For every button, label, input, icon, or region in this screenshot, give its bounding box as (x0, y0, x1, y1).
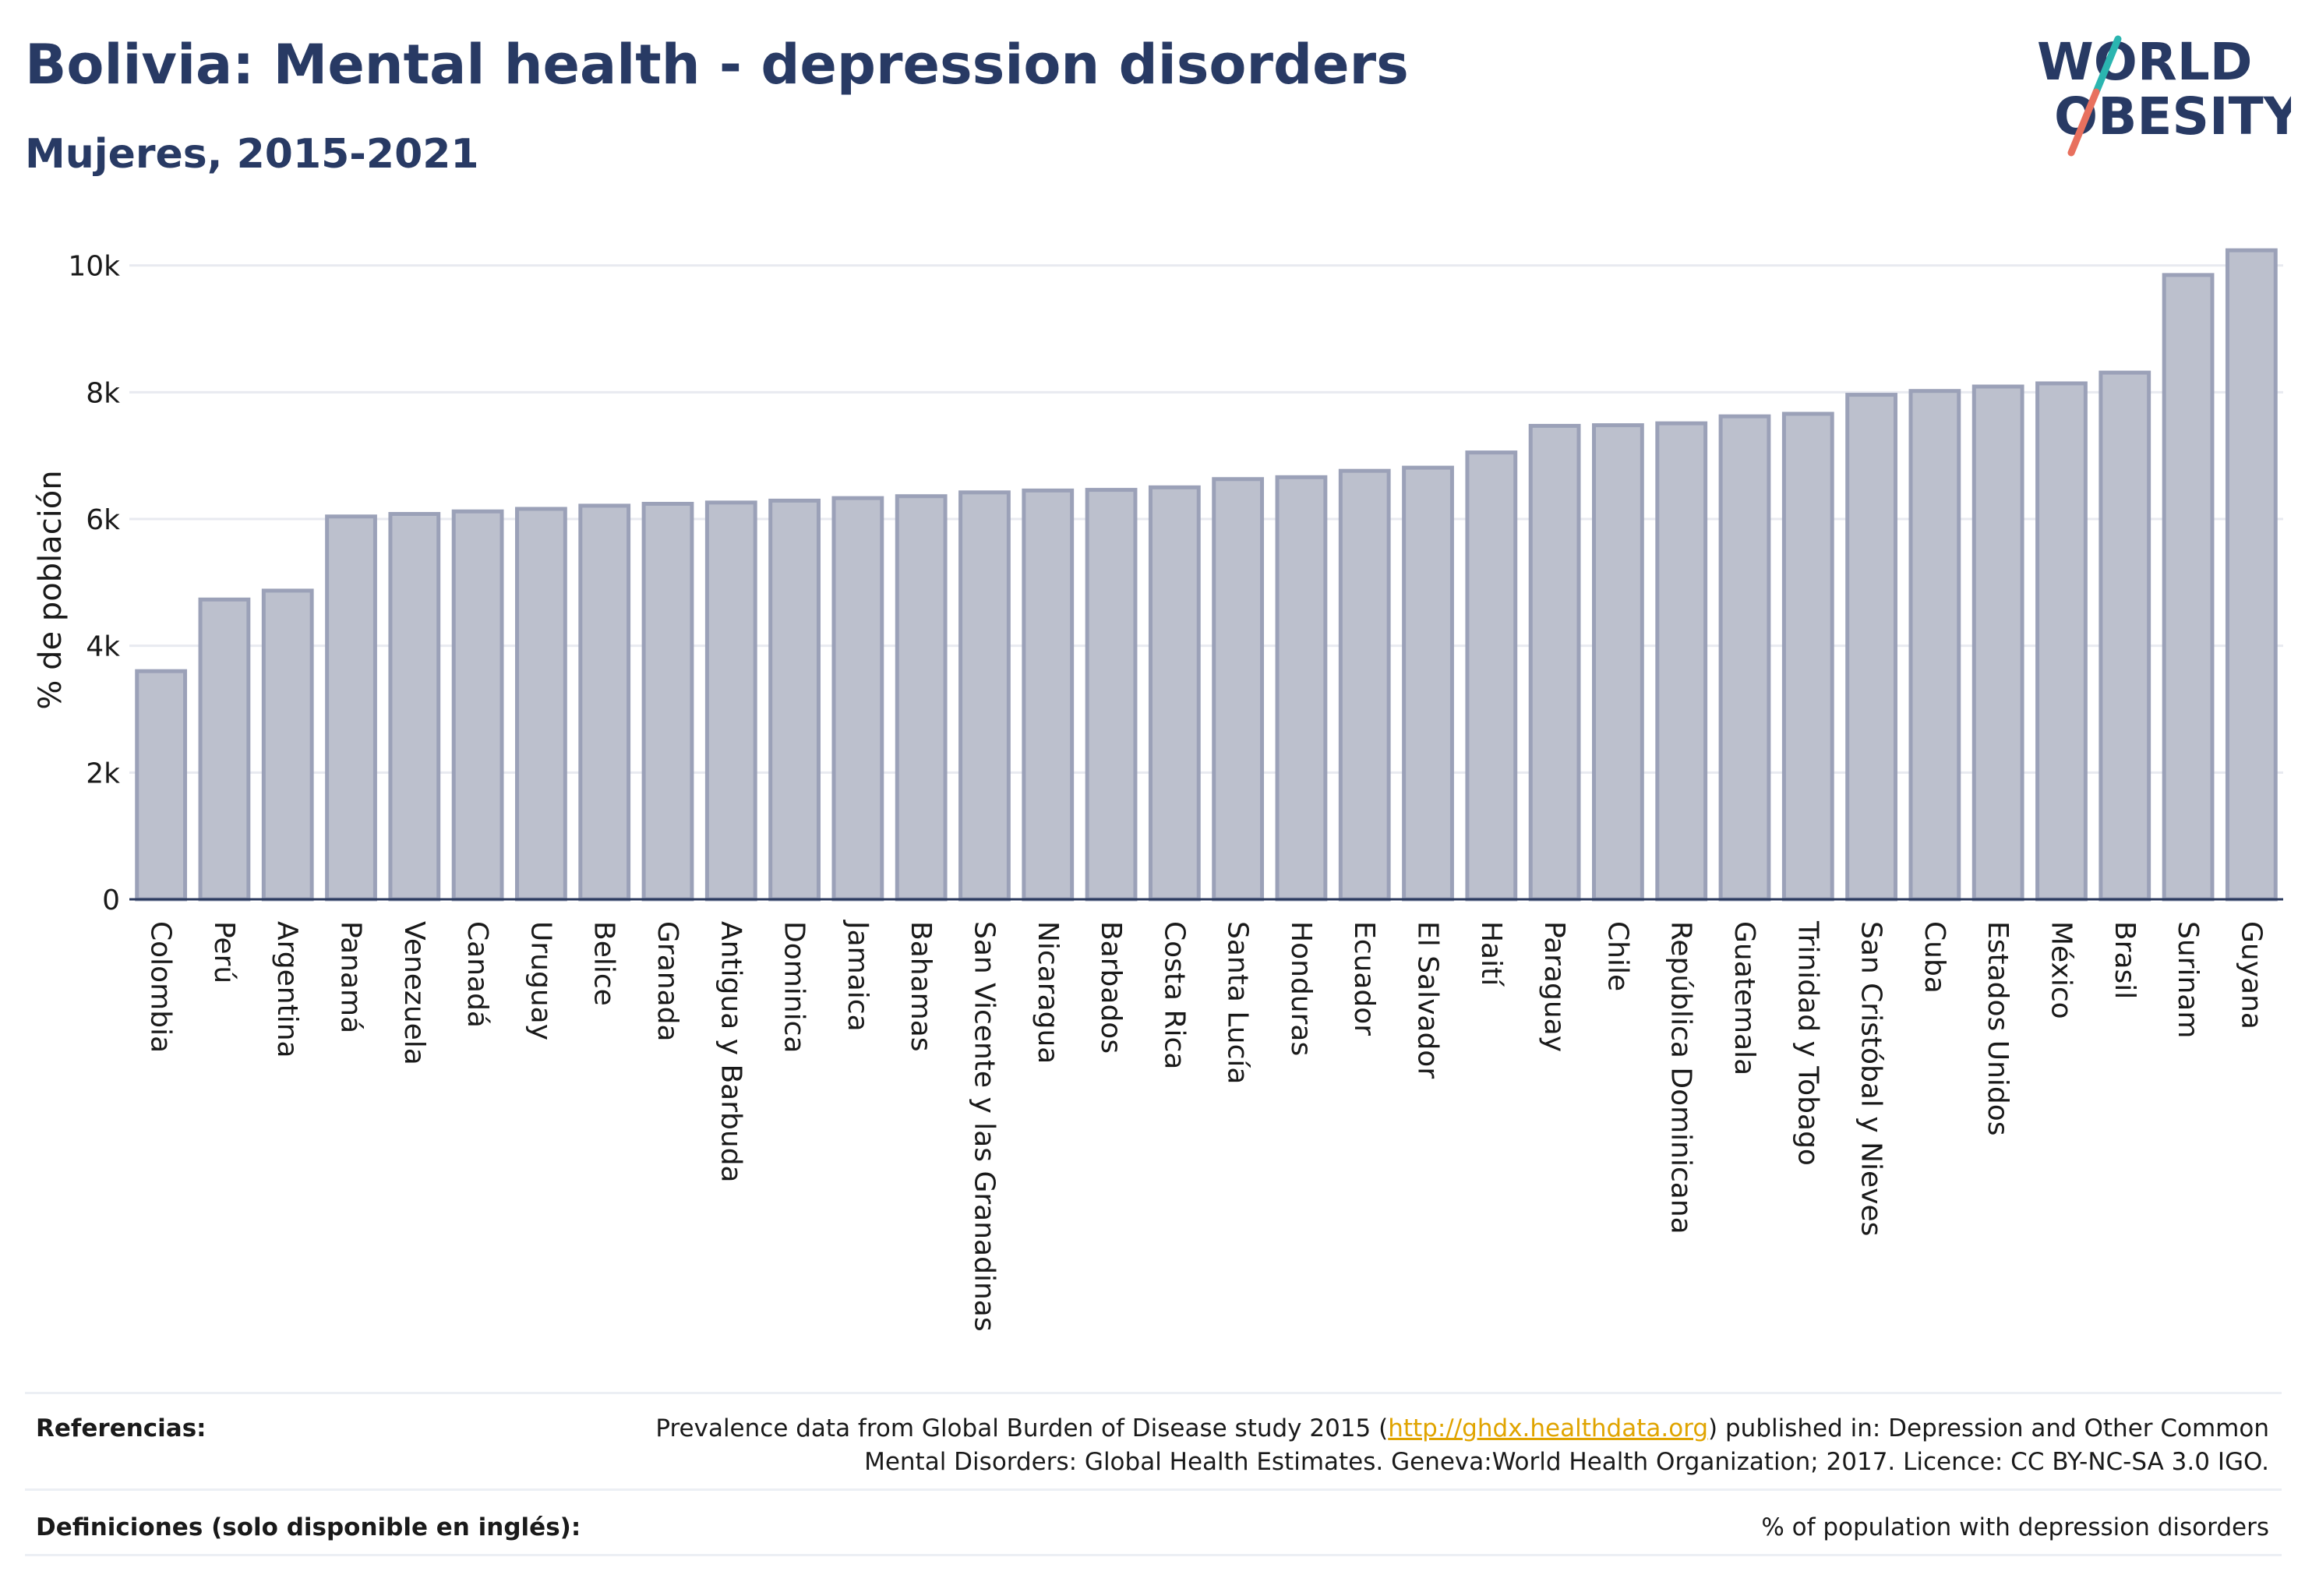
bar-chile[interactable] (1592, 423, 1644, 902)
bar-san-vicente-y-las-granadinas[interactable] (958, 490, 1011, 902)
definitions-label: Definiciones (solo disponible en inglés)… (36, 1513, 581, 1541)
y-axis-title: % de población (33, 470, 69, 709)
bar-venezuela[interactable] (388, 511, 441, 902)
bar-guyana[interactable] (2225, 248, 2278, 902)
footer-divider-top (25, 1392, 2282, 1394)
x-category-label: Haití (1475, 921, 1507, 987)
bar-guatemala[interactable] (1718, 414, 1771, 902)
bar-antigua-y-barbuda[interactable] (704, 500, 757, 902)
logo-slash-red (2067, 88, 2100, 157)
x-category-label: El Salvador (1412, 921, 1444, 1079)
bar-colombia[interactable] (135, 669, 188, 902)
y-tick-label: 10k (68, 251, 120, 283)
x-category-label: República Dominicana (1665, 921, 1697, 1234)
x-category-label: Barbados (1095, 921, 1127, 1054)
x-category-label: Dominica (778, 921, 810, 1054)
bar-méxico[interactable] (2035, 381, 2088, 902)
references-label: Referencias: (36, 1414, 206, 1442)
x-category-label: Santa Lucía (1222, 921, 1254, 1084)
x-category-label: Colombia (145, 921, 177, 1053)
bar-paraguay[interactable] (1528, 423, 1581, 902)
bar-uruguay[interactable] (515, 507, 567, 902)
bar-nicaragua[interactable] (1022, 488, 1075, 902)
bar-bahamas[interactable] (895, 494, 948, 902)
y-tick-label: 2k (86, 757, 120, 789)
bar-chart: 0 2k 4k 6k 8k 10k Colombia Perú Argentina Panamá V… (33, 248, 2283, 1332)
x-category-label: Guyana (2235, 921, 2267, 1029)
x-category-label: Uruguay (524, 921, 556, 1040)
x-category-label: Guatemala (1728, 921, 1760, 1075)
bar-honduras[interactable] (1275, 475, 1328, 902)
x-category-label: Venezuela (398, 921, 430, 1065)
bar-república-dominicana[interactable] (1655, 421, 1708, 902)
bar-ecuador[interactable] (1338, 468, 1391, 902)
x-category-label: Bahamas (905, 921, 937, 1052)
bar-argentina[interactable] (261, 588, 314, 902)
logo-slash-teal (2092, 35, 2122, 96)
bar-perú[interactable] (198, 597, 251, 902)
world-obesity-logo: WORLD OBESITY (2037, 32, 2291, 157)
logo-text-world: WORLD (2037, 32, 2253, 92)
x-category-label: Argentina (271, 921, 303, 1058)
x-category-label: Chile (1601, 921, 1633, 991)
chart-title: Bolivia: Mental health - depression diso… (25, 33, 1409, 97)
bar-canadá[interactable] (451, 509, 504, 902)
bar-haití[interactable] (1465, 450, 1518, 902)
definitions-text: % of population with depression disorder… (1761, 1513, 2269, 1541)
bar-dominica[interactable] (768, 498, 821, 902)
x-category-label: Brasil (2109, 921, 2141, 999)
bar-trinidad-y-tobago[interactable] (1781, 411, 1834, 902)
x-category-label: Perú (208, 921, 240, 983)
x-category-label: Trinidad y Tobago (1791, 920, 1823, 1166)
x-category-label: Cuba (1918, 921, 1950, 994)
y-tick-label: 0 (102, 885, 120, 916)
x-category-label: Canadá (461, 921, 493, 1028)
x-category-label: San Vicente y las Granadinas (968, 921, 1000, 1332)
bar-cuba[interactable] (1908, 389, 1961, 902)
x-category-label: Antigua y Barbuda (715, 921, 747, 1183)
references-link[interactable]: http://ghdx.healthdata.org (1388, 1414, 1709, 1442)
x-category-label: Ecuador (1348, 921, 1380, 1036)
y-tick-label: 8k (86, 377, 120, 409)
footer-divider-bottom (25, 1554, 2282, 1556)
x-category-label: Belice (588, 921, 620, 1006)
bar-barbados[interactable] (1085, 488, 1138, 902)
bar-costa-rica[interactable] (1148, 485, 1201, 902)
chart-subtitle: Mujeres, 2015-2021 (25, 131, 479, 178)
y-tick-label: 6k (86, 504, 120, 536)
y-tick-label: 4k (86, 631, 120, 663)
bar-granada[interactable] (641, 501, 694, 902)
references-line2: Mental Disorders: Global Health Estimate… (864, 1448, 2269, 1476)
bar-san-cristóbal-y-nieves[interactable] (1845, 393, 1897, 902)
x-category-label: Paraguay (1538, 921, 1570, 1052)
references-suffix: ) published in: Depression and Other Com… (1708, 1414, 2269, 1442)
x-category-label: Costa Rica (1158, 921, 1190, 1069)
x-category-label: Estados Unidos (1982, 921, 2014, 1136)
x-category-label: Granada (651, 921, 683, 1042)
x-category-label: México (2045, 921, 2077, 1019)
footer-divider-middle (25, 1488, 2282, 1491)
references-text: Prevalence data from Global Burden of Di… (633, 1412, 2269, 1479)
bar-surinam[interactable] (2162, 273, 2215, 902)
bar-el-salvador[interactable] (1402, 465, 1454, 902)
x-category-label: Surinam (2172, 921, 2204, 1038)
x-category-label: Nicaragua (1032, 921, 1064, 1064)
x-category-label: Honduras (1285, 921, 1317, 1056)
references-prefix: Prevalence data from Global Burden of Di… (655, 1414, 1389, 1442)
bar-belice[interactable] (578, 503, 631, 902)
x-category-label: Jamaica (842, 920, 874, 1032)
bar-jamaica[interactable] (831, 496, 884, 902)
x-category-label: San Cristóbal y Nieves (1855, 921, 1887, 1236)
bar-estados-unidos[interactable] (1971, 384, 2024, 902)
x-category-label: Panamá (335, 921, 367, 1033)
bar-panamá[interactable] (325, 514, 377, 902)
bar-brasil[interactable] (2099, 370, 2151, 902)
bar-santa-lucía[interactable] (1212, 477, 1265, 902)
